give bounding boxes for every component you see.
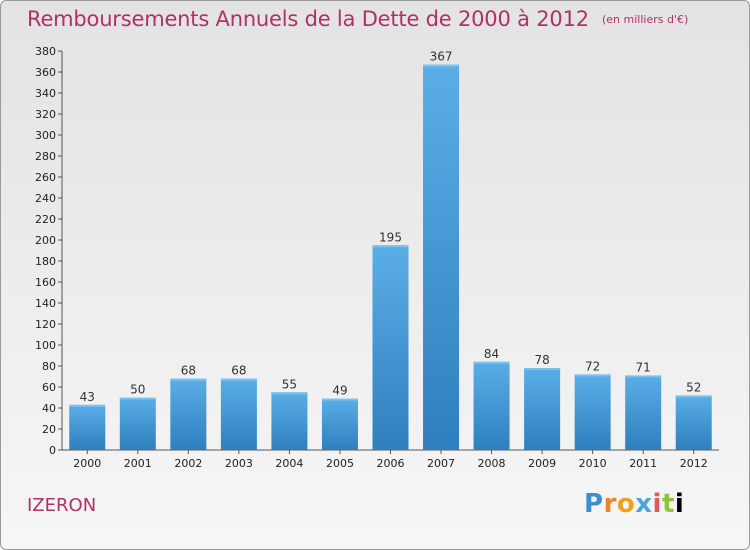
data-label: 50 bbox=[130, 383, 145, 397]
x-tick-label: 2005 bbox=[326, 457, 354, 470]
chart-title: Remboursements Annuels de la Dette de 20… bbox=[27, 7, 589, 31]
y-tick-label: 120 bbox=[35, 318, 56, 331]
data-label: 367 bbox=[430, 50, 453, 64]
y-tick-label: 40 bbox=[42, 402, 56, 415]
y-tick-label: 80 bbox=[42, 360, 56, 373]
bar-2008 bbox=[473, 361, 510, 450]
x-tick-label: 2009 bbox=[528, 457, 556, 470]
bar-2002 bbox=[170, 378, 207, 450]
bar-top-highlight bbox=[372, 245, 409, 248]
commune-name: IZERON bbox=[27, 495, 97, 516]
data-label: 52 bbox=[686, 380, 701, 394]
x-tick-label: 2012 bbox=[680, 457, 708, 470]
data-label: 84 bbox=[484, 347, 499, 361]
y-tick-label: 20 bbox=[42, 423, 56, 436]
y-tick-label: 280 bbox=[35, 150, 56, 163]
y-tick-label: 320 bbox=[35, 108, 56, 121]
chart-bars bbox=[69, 64, 712, 451]
bar-top-highlight bbox=[119, 397, 156, 400]
bar-2009 bbox=[524, 368, 561, 450]
bar-top-highlight bbox=[473, 361, 510, 364]
bar-top-highlight bbox=[321, 398, 358, 401]
y-tick-label: 140 bbox=[35, 297, 56, 310]
bar-top-highlight bbox=[524, 368, 561, 371]
bar-top-highlight bbox=[675, 395, 712, 398]
bar-2012 bbox=[675, 395, 712, 450]
y-tick-label: 180 bbox=[35, 255, 56, 268]
chart-title-row: Remboursements Annuels de la Dette de 20… bbox=[27, 7, 688, 31]
y-tick-label: 300 bbox=[35, 129, 56, 142]
data-label: 71 bbox=[636, 360, 651, 374]
bar-top-highlight bbox=[69, 404, 106, 407]
y-tick-label: 160 bbox=[35, 276, 56, 289]
bar-top-highlight bbox=[271, 392, 308, 395]
x-tick-label: 2002 bbox=[174, 457, 202, 470]
proxiti-logo: Proxiti bbox=[584, 489, 685, 519]
y-tick-label: 220 bbox=[35, 213, 56, 226]
data-label: 49 bbox=[332, 384, 347, 398]
data-label: 72 bbox=[585, 359, 600, 373]
bar-2003 bbox=[220, 378, 257, 450]
y-tick-label: 340 bbox=[35, 87, 56, 100]
data-label: 68 bbox=[181, 364, 196, 378]
y-tick-label: 240 bbox=[35, 192, 56, 205]
y-tick-label: 380 bbox=[35, 45, 56, 58]
data-label: 78 bbox=[534, 353, 549, 367]
x-tick-label: 2010 bbox=[579, 457, 607, 470]
chart-subtitle: (en milliers d'€) bbox=[602, 13, 689, 26]
y-tick-label: 100 bbox=[35, 339, 56, 352]
bar-top-highlight bbox=[170, 378, 207, 381]
x-tick-label: 2003 bbox=[225, 457, 253, 470]
bar-2010 bbox=[574, 374, 611, 450]
bar-2004 bbox=[271, 392, 308, 450]
bar-top-highlight bbox=[423, 64, 460, 67]
bar-top-highlight bbox=[574, 374, 611, 377]
chart-axes: 0 20 40 60 80 100 120 140 160 180 200 220 240 260 280 3… bbox=[35, 45, 719, 470]
data-label: 43 bbox=[80, 390, 95, 404]
x-tick-label: 2011 bbox=[629, 457, 657, 470]
x-tick-label: 2000 bbox=[73, 457, 101, 470]
bar-2005 bbox=[321, 398, 358, 450]
bar-2001 bbox=[119, 397, 156, 450]
chart-data-labels: 43 50 68 68 55 49 195 367 84 78 72 71 52 bbox=[80, 50, 702, 404]
x-tick-label: 2008 bbox=[478, 457, 506, 470]
y-tick-label: 60 bbox=[42, 381, 56, 394]
y-tick-label: 200 bbox=[35, 234, 56, 247]
data-label: 195 bbox=[379, 230, 402, 244]
data-label: 68 bbox=[231, 364, 246, 378]
y-tick-label: 360 bbox=[35, 66, 56, 79]
bar-2006 bbox=[372, 245, 409, 450]
bar-top-highlight bbox=[625, 375, 662, 378]
y-tick-label: 0 bbox=[49, 444, 56, 457]
data-label: 55 bbox=[282, 377, 297, 391]
bar-2007 bbox=[423, 64, 460, 451]
x-tick-label: 2006 bbox=[377, 457, 405, 470]
x-tick-label: 2004 bbox=[275, 457, 303, 470]
bar-2000 bbox=[69, 404, 106, 450]
y-tick-label: 260 bbox=[35, 171, 56, 184]
bar-top-highlight bbox=[220, 378, 257, 381]
bar-2011 bbox=[625, 375, 662, 450]
x-tick-label: 2007 bbox=[427, 457, 455, 470]
x-tick-label: 2001 bbox=[124, 457, 152, 470]
